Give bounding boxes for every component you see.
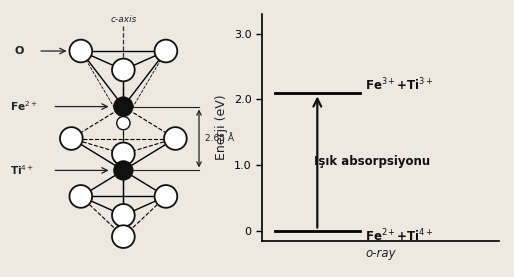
- Circle shape: [164, 127, 187, 150]
- Circle shape: [117, 117, 130, 130]
- Text: O: O: [14, 46, 24, 56]
- Circle shape: [155, 40, 177, 62]
- X-axis label: o-ray: o-ray: [365, 247, 396, 260]
- Text: Fe$^{2+}$+Ti$^{4+}$: Fe$^{2+}$+Ti$^{4+}$: [364, 228, 433, 245]
- Circle shape: [114, 97, 133, 116]
- Text: Ti$^{4+}$: Ti$^{4+}$: [10, 163, 34, 177]
- Text: Fe$^{3+}$+Ti$^{3+}$: Fe$^{3+}$+Ti$^{3+}$: [364, 77, 433, 93]
- Circle shape: [69, 185, 92, 208]
- Text: Işık absorpsiyonu: Işık absorpsiyonu: [315, 155, 431, 168]
- Circle shape: [112, 58, 135, 81]
- Circle shape: [155, 185, 177, 208]
- Circle shape: [112, 204, 135, 227]
- Text: Fe$^{2+}$: Fe$^{2+}$: [10, 100, 38, 114]
- Text: c-axis: c-axis: [110, 15, 137, 24]
- Circle shape: [112, 225, 135, 248]
- Circle shape: [60, 127, 83, 150]
- Circle shape: [114, 161, 133, 180]
- Text: 2.65 Å: 2.65 Å: [205, 134, 234, 143]
- Circle shape: [69, 40, 92, 62]
- Y-axis label: Enerji (eV): Enerji (eV): [215, 95, 228, 160]
- Circle shape: [112, 143, 135, 165]
